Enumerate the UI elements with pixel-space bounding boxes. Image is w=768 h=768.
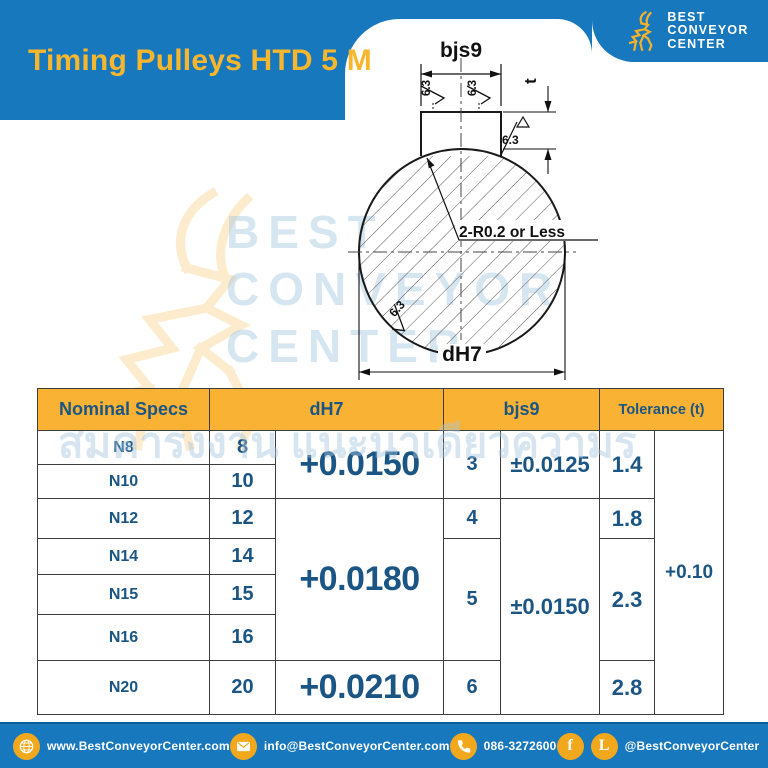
cell-name: N12: [37, 498, 210, 539]
cell-bjs9-tol: ±0.0150: [500, 498, 601, 715]
table-row: N8 8 +0.0150 3 ±0.0125 1.4 +0.10: [37, 430, 725, 715]
cell-bjs9-tol: ±0.0125: [500, 430, 601, 499]
roughness-side: 6.3: [499, 115, 531, 158]
diagram-card-cutout: [345, 19, 592, 120]
footer-bar: www.BestConveyorCenter.com info@BestConv…: [0, 722, 768, 768]
table-row: N10 10: [37, 464, 724, 499]
cell-size: 12: [209, 498, 276, 539]
cell-name: N15: [37, 574, 210, 615]
svg-text:6.3: 6.3: [421, 80, 433, 96]
spec-table: Nominal Specs dH7 bjs9 Tolerance (t) N8 …: [37, 388, 725, 715]
dh7-label-bg: [438, 344, 486, 364]
table-row: N15 15: [37, 574, 724, 615]
table-row: N14 14 5 2.3: [37, 538, 724, 661]
phone-icon: [449, 732, 477, 760]
cell-t-overall: +0.10: [654, 430, 725, 715]
cell-size: 10: [209, 464, 276, 499]
dim-dh7-label: dH7: [442, 343, 482, 366]
cell-bjs9-size: 5: [443, 538, 502, 661]
cell-size: 8: [209, 430, 276, 465]
website-label: www.BestConveyorCenter.com: [47, 739, 230, 753]
svg-text:6.3: 6.3: [502, 133, 519, 147]
cell-dh7-tol: +0.0150: [274, 430, 445, 499]
cell-t-value: 1.4: [599, 430, 656, 499]
brand-line-3: CENTER: [667, 36, 727, 51]
cell-name: N14: [37, 538, 210, 575]
col-bjs9: bjs9: [443, 388, 601, 431]
dim-bjs9-label: bjs9: [440, 39, 482, 62]
cell-dh7-tol: +0.0180: [274, 498, 445, 661]
cell-size: 15: [209, 574, 276, 615]
svg-text:6.3: 6.3: [467, 80, 479, 96]
cell-name: N16: [37, 614, 210, 661]
col-dh7: dH7: [208, 388, 445, 431]
dim-t-label: t: [521, 78, 540, 84]
page-title: Timing Pulleys HTD 5 M: [28, 44, 372, 77]
cell-size: 20: [209, 660, 276, 715]
corner-radius-callout: 2-R0.2 or Less: [426, 157, 598, 241]
dim-bjs9: [420, 64, 502, 106]
brand-watermark-line-1: BEST: [226, 206, 385, 258]
dim-dh7: [358, 254, 566, 380]
table-row: N12 12 +0.0180 4 ±0.0150 1.8: [37, 498, 724, 715]
centerlines: [348, 58, 576, 340]
cell-name: N10: [37, 464, 210, 499]
cell-bjs9-size: 4: [443, 498, 502, 539]
col-tolerance-t: Tolerance (t): [599, 388, 725, 431]
phone-label: 086-3272600: [483, 739, 557, 753]
footer-email: info@BestConveyorCenter.com: [229, 732, 450, 760]
line-icon: L: [590, 732, 618, 760]
table-row: N20 20 +0.0210 6 2.8: [37, 660, 724, 715]
globe-icon: [13, 732, 40, 760]
cell-t-value: 2.8: [599, 660, 656, 715]
email-icon: [229, 732, 257, 760]
facebook-icon: f: [556, 732, 584, 760]
cell-bjs9-size: 6: [443, 660, 502, 715]
brand-logo: BEST CONVEYOR CENTER: [592, 0, 768, 62]
cell-t-value: 1.8: [599, 498, 656, 539]
cell-bjs9-size: 3: [443, 430, 502, 499]
cell-name: N8: [37, 430, 210, 465]
corner-radius-note: 2-R0.2 or Less: [459, 224, 565, 241]
email-label: info@BestConveyorCenter.com: [263, 739, 450, 753]
cell-size: 14: [209, 538, 276, 575]
dim-t: [503, 86, 556, 174]
roughness-top-right: 6.3: [466, 80, 492, 110]
social-label: @BestConveyorCenter: [624, 739, 760, 753]
roughness-top-left: 6.3: [420, 80, 446, 110]
col-nominal-specs: Nominal Specs: [37, 388, 210, 431]
cell-t-value: 2.3: [599, 538, 656, 661]
pulley-cross-section-diagram: bjs9 6.3 6.3 t: [348, 39, 598, 380]
footer-social: f L @BestConveyorCenter: [556, 732, 760, 760]
cell-name: N20: [37, 660, 210, 715]
brand-line-1: BEST: [667, 9, 706, 24]
cell-dh7-tol: +0.0210: [274, 660, 445, 715]
brand-wordmark: BEST CONVEYOR CENTER: [667, 9, 749, 52]
brand-line-2: CONVEYOR: [667, 23, 749, 38]
goat-logo-icon: [629, 10, 653, 52]
footer-website: www.BestConveyorCenter.com: [13, 732, 230, 760]
cell-size: 16: [209, 614, 276, 661]
table-header-row: Nominal Specs dH7 bjs9 Tolerance (t): [37, 388, 725, 431]
footer-phone: 086-3272600: [449, 732, 557, 760]
